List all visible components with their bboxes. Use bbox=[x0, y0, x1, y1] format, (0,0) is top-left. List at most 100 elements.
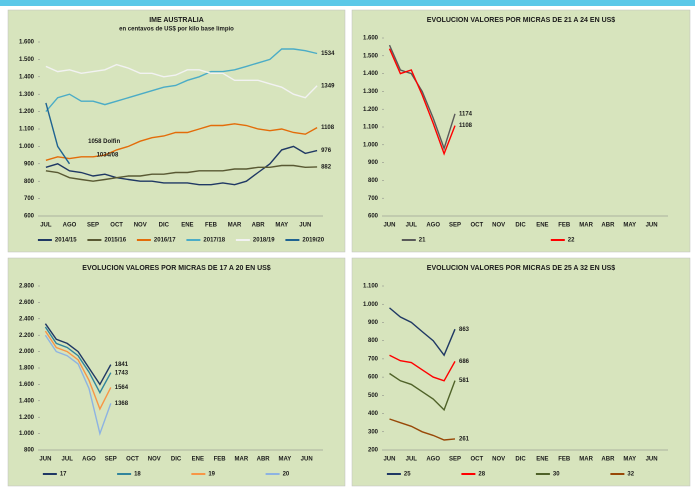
x-tick-label: ABR bbox=[601, 457, 615, 463]
x-tick-label: JUN bbox=[646, 457, 658, 463]
y-tick-label: 1.300 bbox=[363, 89, 379, 95]
y-tick-label: 200 bbox=[368, 448, 379, 454]
y-tick-label: 2.000 bbox=[19, 349, 35, 355]
top-bar bbox=[0, 0, 695, 6]
annotation: 1034/08 bbox=[97, 153, 119, 159]
panel bbox=[351, 9, 691, 253]
chart-title: EVOLUCION VALORES POR MICRAS DE 21 A 24 … bbox=[427, 17, 615, 24]
x-tick-label: JUN bbox=[383, 457, 395, 463]
x-tick-label: AGO bbox=[426, 223, 440, 229]
y-tick-label: 800 bbox=[368, 178, 379, 184]
y-tick-label: 1.500 bbox=[363, 53, 379, 59]
x-tick-label: FEB bbox=[214, 457, 227, 463]
x-tick-label: ABR bbox=[252, 223, 266, 229]
x-tick-label: DIC bbox=[159, 223, 170, 229]
end-label: 882 bbox=[321, 165, 332, 171]
y-tick-label: 600 bbox=[368, 375, 379, 381]
y-tick-label: 300 bbox=[368, 429, 379, 435]
y-tick-label: 400 bbox=[368, 411, 379, 417]
x-tick-label: DIC bbox=[515, 457, 526, 463]
x-tick-label: OCT bbox=[471, 223, 484, 229]
y-tick-label: 2.200 bbox=[19, 333, 35, 339]
series-line bbox=[44, 326, 112, 395]
y-tick-label: 1.200 bbox=[363, 107, 379, 113]
chart-subtitle: en centavos de US$ por kilo base limpio bbox=[119, 27, 234, 33]
x-tick-label: ABR bbox=[257, 457, 271, 463]
x-tick-label: MAR bbox=[579, 223, 593, 229]
series-line bbox=[45, 102, 71, 165]
series-line bbox=[44, 334, 112, 437]
x-tick-label: OCT bbox=[126, 457, 139, 463]
y-tick-label: 1.100 bbox=[363, 125, 379, 131]
x-tick-label: DIC bbox=[171, 457, 182, 463]
legend-label: 2015/16 bbox=[104, 238, 126, 244]
x-tick-label: ENE bbox=[192, 457, 204, 463]
y-tick-label: 1.000 bbox=[363, 302, 379, 308]
y-tick-label: 800 bbox=[24, 448, 35, 454]
x-tick-label: MAR bbox=[228, 223, 242, 229]
x-tick-label: AGO bbox=[82, 457, 96, 463]
series-line bbox=[44, 330, 112, 411]
x-tick-label: JUN bbox=[301, 457, 313, 463]
x-tick-label: JUN bbox=[646, 223, 658, 229]
chart-title: EVOLUCION VALORES POR MICRAS DE 17 A 20 … bbox=[82, 265, 270, 272]
end-label: 1743 bbox=[115, 370, 129, 376]
panel bbox=[351, 257, 691, 487]
x-tick-label: DIC bbox=[515, 223, 526, 229]
x-tick-label: MAY bbox=[623, 223, 636, 229]
y-tick-label: 700 bbox=[24, 196, 35, 202]
y-tick-label: 1.600 bbox=[363, 36, 379, 42]
y-tick-label: 1.100 bbox=[19, 127, 35, 133]
x-tick-label: ABR bbox=[601, 223, 615, 229]
legend-label: 2014/15 bbox=[55, 238, 77, 244]
legend-label: 2016/17 bbox=[154, 238, 176, 244]
y-tick-label: 2.600 bbox=[19, 300, 35, 306]
legend-label: 32 bbox=[627, 472, 634, 478]
chart-title: IME AUSTRALIA bbox=[149, 17, 204, 24]
x-tick-label: ENE bbox=[536, 457, 548, 463]
series-line bbox=[389, 307, 456, 357]
legend-label: 28 bbox=[478, 472, 485, 478]
x-tick-label: SEP bbox=[105, 457, 117, 463]
y-tick-label: 500 bbox=[368, 393, 379, 399]
x-tick-label: JUL bbox=[40, 223, 52, 229]
legend-label: 2017/18 bbox=[203, 238, 225, 244]
y-tick-label: 2.400 bbox=[19, 316, 35, 322]
legend-label: 17 bbox=[60, 472, 67, 478]
x-tick-label: ENE bbox=[536, 223, 548, 229]
x-tick-label: JUN bbox=[383, 223, 395, 229]
legend-label: 22 bbox=[568, 238, 575, 244]
y-tick-label: 1.400 bbox=[19, 398, 35, 404]
x-tick-label: JUN bbox=[299, 223, 311, 229]
x-tick-label: MAY bbox=[623, 457, 636, 463]
x-tick-label: AGO bbox=[426, 457, 440, 463]
y-tick-label: 900 bbox=[368, 160, 379, 166]
legend-label: 2018/19 bbox=[253, 238, 275, 244]
y-tick-label: 600 bbox=[368, 214, 379, 220]
x-tick-label: FEB bbox=[558, 223, 571, 229]
x-tick-label: JUN bbox=[39, 457, 51, 463]
series-line bbox=[388, 44, 456, 151]
end-label: 863 bbox=[459, 327, 470, 333]
y-tick-label: 900 bbox=[24, 161, 35, 167]
y-tick-label: 1.600 bbox=[19, 382, 35, 388]
series-line bbox=[45, 145, 318, 186]
x-tick-label: MAR bbox=[235, 457, 249, 463]
series-line bbox=[45, 164, 318, 182]
x-tick-label: OCT bbox=[471, 457, 484, 463]
x-tick-label: JUL bbox=[406, 457, 418, 463]
series-line bbox=[45, 123, 318, 161]
x-tick-label: NOV bbox=[134, 223, 147, 229]
x-tick-label: ENE bbox=[181, 223, 193, 229]
end-label: 1534 bbox=[321, 51, 335, 57]
end-label: 1564 bbox=[115, 385, 129, 391]
y-tick-label: 700 bbox=[368, 356, 379, 362]
legend-label: 20 bbox=[283, 472, 290, 478]
legend-label: 25 bbox=[404, 472, 411, 478]
y-tick-label: 800 bbox=[368, 338, 379, 344]
x-tick-label: JUL bbox=[406, 223, 418, 229]
x-tick-label: FEB bbox=[205, 223, 218, 229]
series-line bbox=[388, 48, 456, 156]
x-tick-label: SEP bbox=[87, 223, 99, 229]
